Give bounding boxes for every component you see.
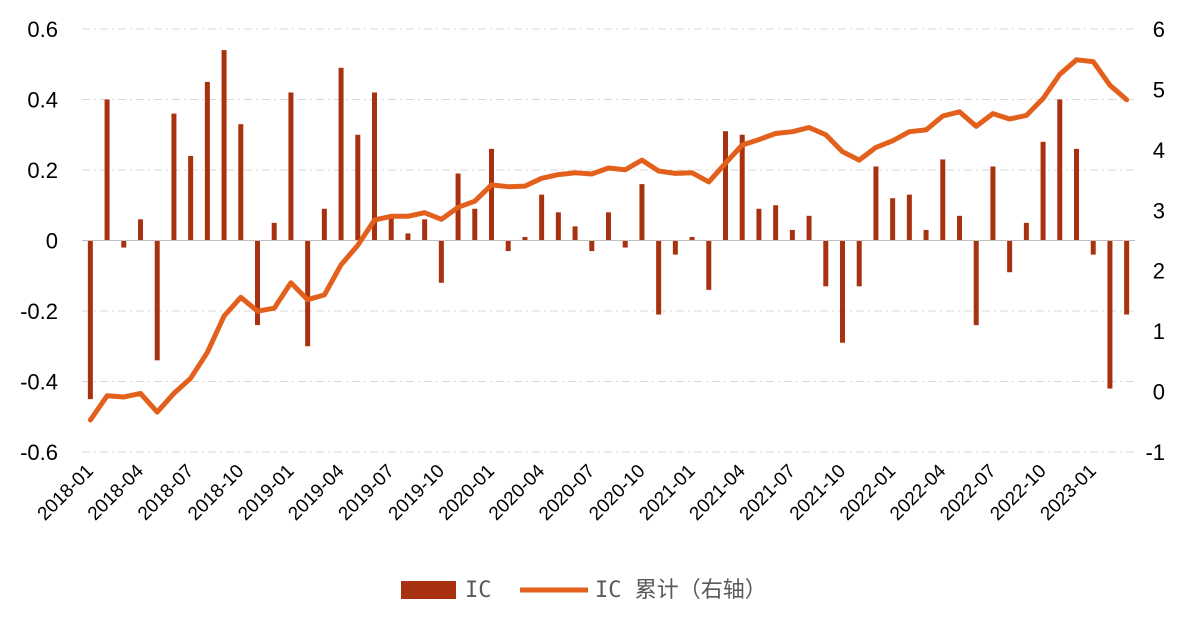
bar-ic-2020-12 — [672, 240, 678, 255]
bar-ic-2019-02 — [305, 240, 311, 347]
bar-ic-2019-04 — [338, 67, 344, 241]
bar-ic-2020-11 — [656, 240, 662, 315]
bar-ic-2023-01 — [1090, 240, 1096, 255]
bar-ic-2021-05 — [756, 208, 762, 241]
bar-ic-2018-10 — [238, 124, 244, 241]
bar-ic-2021-06 — [773, 205, 779, 241]
bar-ic-2018-01 — [87, 240, 93, 400]
bar-ic-2021-09 — [823, 240, 829, 287]
right-axis-ticks: 6 5 4 3 2 1 0 -1 — [1145, 17, 1165, 465]
bar-ic-2022-12 — [1074, 148, 1079, 241]
legend-label-ic-cumulative: IC 累计（右轴） — [595, 578, 767, 603]
left-tick-label: 0.4 — [27, 88, 58, 113]
bar-ic-2023-03 — [1124, 240, 1130, 315]
bar-ic-2021-08 — [806, 215, 812, 241]
left-tick-label: 0.2 — [27, 158, 58, 183]
bar-ic-2022-05 — [957, 215, 962, 241]
bar-ic-2018-07 — [188, 155, 194, 241]
bar-ic-2022-07 — [990, 166, 996, 241]
bar-ic-2019-07 — [388, 215, 394, 241]
bar-ic-2020-02 — [505, 240, 511, 252]
bar-ic-2023-02 — [1107, 240, 1113, 389]
bar-ic-2020-01 — [489, 148, 494, 241]
left-axis-ticks: 0.6 0.4 0.2 0 -0.2 -0.4 -0.6 — [20, 17, 58, 465]
bar-ic-2020-03 — [522, 236, 528, 241]
x-tick-label: 2023-01 — [1037, 461, 1101, 525]
bar-ic-2021-02 — [706, 240, 712, 290]
bar-ic-2019-06 — [372, 92, 377, 241]
bar-ic-2022-04 — [940, 159, 946, 241]
bar-series-ic — [87, 50, 1130, 400]
bar-ic-2020-05 — [555, 212, 561, 241]
bar-ic-2021-07 — [789, 229, 795, 241]
bar-ic-2018-08 — [204, 81, 210, 241]
bar-ic-2021-04 — [739, 134, 745, 241]
bar-ic-2021-03 — [723, 131, 728, 241]
bar-ic-2018-03 — [121, 240, 127, 248]
left-tick-label: 0 — [46, 229, 58, 254]
bar-ic-2022-03 — [923, 229, 929, 241]
bar-ic-2019-12 — [472, 208, 478, 241]
bar-ic-2019-05 — [355, 134, 361, 241]
bar-ic-2019-10 — [438, 240, 444, 283]
bar-ic-2019-09 — [422, 219, 428, 241]
bar-ic-2018-04 — [138, 219, 143, 241]
bar-ic-2022-01 — [890, 198, 896, 241]
bar-ic-2018-05 — [154, 240, 160, 361]
bar-ic-2021-11 — [856, 240, 862, 287]
legend-swatch-ic — [401, 581, 456, 599]
bar-ic-2022-11 — [1057, 99, 1063, 241]
bar-ic-2018-09 — [221, 50, 227, 241]
bar-ic-2020-06 — [572, 226, 578, 241]
right-tick-label: 4 — [1153, 138, 1165, 163]
bar-ic-2020-10 — [639, 184, 645, 241]
line-series-ic-cumulative — [87, 57, 1130, 423]
bar-ic-2019-08 — [405, 233, 411, 241]
line-ic-cumulative — [87, 57, 1130, 423]
left-tick-label: 0.6 — [27, 17, 58, 42]
bar-ic-2022-06 — [973, 240, 979, 326]
legend: IC IC 累计（右轴） — [401, 578, 767, 603]
bar-ic-2018-06 — [171, 113, 177, 241]
left-tick-label: -0.2 — [20, 299, 58, 324]
bar-ic-2020-08 — [606, 212, 611, 241]
right-tick-label: 2 — [1153, 259, 1165, 284]
right-tick-label: 5 — [1153, 77, 1165, 102]
left-tick-label: -0.6 — [20, 440, 58, 465]
right-tick-label: 0 — [1153, 380, 1165, 405]
bar-ic-2018-12 — [271, 222, 277, 241]
bar-ic-2018-02 — [104, 99, 110, 241]
bar-ic-2022-09 — [1023, 222, 1029, 241]
bar-ic-2021-12 — [873, 166, 879, 241]
bar-ic-2019-01 — [288, 92, 294, 241]
bar-ic-2022-10 — [1040, 141, 1046, 241]
bar-ic-2020-07 — [589, 240, 595, 252]
bar-ic-2020-04 — [539, 194, 545, 241]
right-tick-label: 1 — [1153, 319, 1165, 344]
bar-ic-2020-09 — [622, 240, 628, 248]
left-tick-label: -0.4 — [20, 370, 58, 395]
legend-label-ic: IC — [465, 578, 492, 603]
bar-ic-2022-02 — [906, 194, 912, 241]
bar-ic-2021-01 — [689, 236, 695, 241]
right-tick-label: 3 — [1153, 198, 1165, 223]
right-tick-label: 6 — [1153, 17, 1165, 42]
right-tick-label: -1 — [1145, 440, 1165, 465]
bar-ic-2021-10 — [840, 240, 845, 343]
bar-ic-2018-11 — [255, 240, 260, 326]
bar-ic-2019-03 — [321, 208, 327, 241]
x-axis-ticks: 2018-012018-042018-072018-102019-012019-… — [34, 460, 1101, 524]
bar-ic-2022-08 — [1007, 240, 1013, 273]
